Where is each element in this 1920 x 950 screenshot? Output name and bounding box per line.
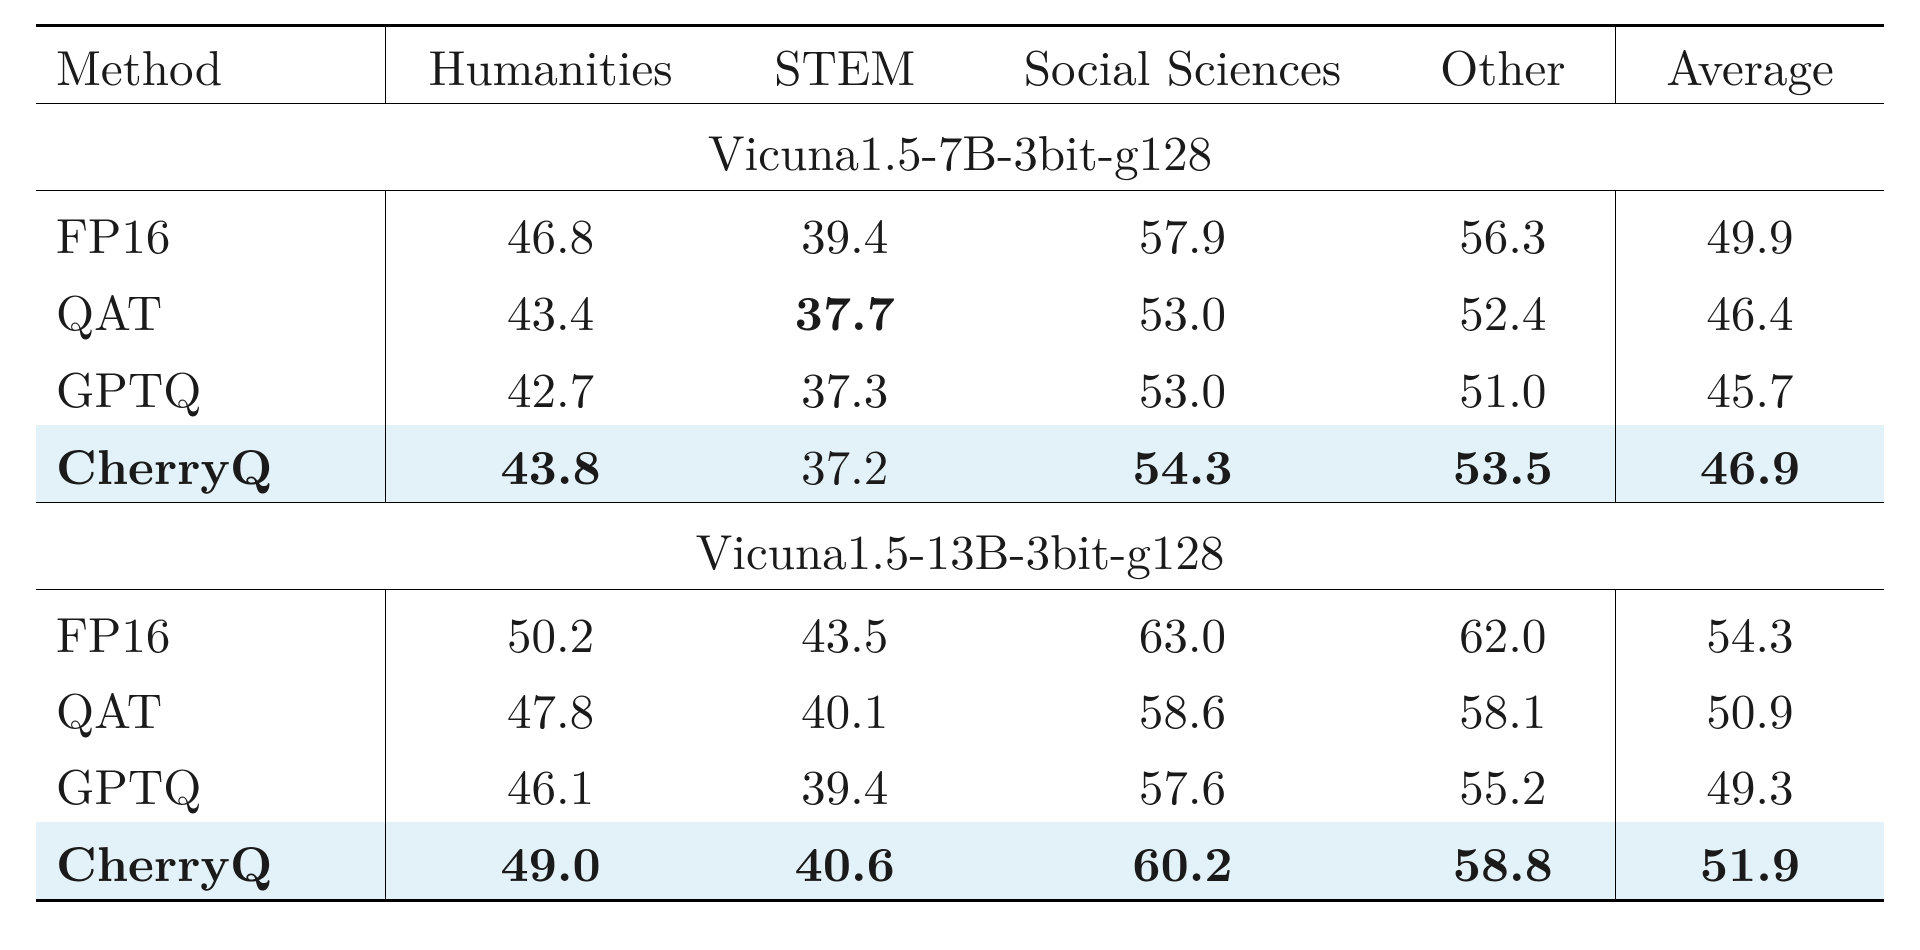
cell-stem: 37.7 bbox=[715, 271, 974, 348]
cell-soc: 57.9 bbox=[974, 191, 1390, 272]
cell-other: 56.3 bbox=[1391, 191, 1616, 272]
col-method: Method bbox=[36, 26, 386, 104]
cell-avg: 46.4 bbox=[1615, 271, 1884, 348]
col-soc: Social Sciences bbox=[974, 26, 1390, 104]
cell-humanities: 43.4 bbox=[386, 271, 716, 348]
table-row: FP1646.839.457.956.349.9 bbox=[36, 191, 1884, 272]
cell-soc: 53.0 bbox=[974, 349, 1390, 425]
table-row: CherryQ49.040.660.258.851.9 bbox=[36, 822, 1884, 900]
cell-humanities: 46.8 bbox=[386, 191, 716, 272]
cell-humanities: 49.0 bbox=[386, 822, 716, 900]
cell-stem: 39.4 bbox=[715, 191, 974, 272]
cell-avg: 49.3 bbox=[1615, 746, 1884, 822]
cell-humanities: 50.2 bbox=[386, 589, 716, 670]
cell-avg: 54.3 bbox=[1615, 589, 1884, 670]
table-row: QAT43.437.753.052.446.4 bbox=[36, 271, 1884, 348]
cell-humanities: 42.7 bbox=[386, 349, 716, 425]
cell-stem: 40.1 bbox=[715, 670, 974, 746]
col-humanities: Humanities bbox=[386, 26, 716, 104]
cell-avg: 51.9 bbox=[1615, 822, 1884, 900]
group-title: Vicuna1.5-13B-3bit-g128 bbox=[36, 502, 1884, 589]
cell-other: 52.4 bbox=[1391, 271, 1616, 348]
cell-method: FP16 bbox=[36, 589, 386, 670]
cell-stem: 39.4 bbox=[715, 746, 974, 822]
cell-method: CherryQ bbox=[36, 822, 386, 900]
cell-avg: 49.9 bbox=[1615, 191, 1884, 272]
cell-avg: 50.9 bbox=[1615, 670, 1884, 746]
cell-humanities: 46.1 bbox=[386, 746, 716, 822]
cell-humanities: 43.8 bbox=[386, 425, 716, 503]
results-table-body: Vicuna1.5-7B-3bit-g128FP1646.839.457.956… bbox=[36, 104, 1884, 900]
cell-soc: 63.0 bbox=[974, 589, 1390, 670]
cell-other: 62.0 bbox=[1391, 589, 1616, 670]
table-row: FP1650.243.563.062.054.3 bbox=[36, 589, 1884, 670]
cell-method: FP16 bbox=[36, 191, 386, 272]
header-row: Method Humanities STEM Social Sciences O… bbox=[36, 26, 1884, 104]
cell-other: 58.1 bbox=[1391, 670, 1616, 746]
group-header: Vicuna1.5-7B-3bit-g128 bbox=[36, 104, 1884, 191]
col-avg: Average bbox=[1615, 26, 1884, 104]
table-row: GPTQ46.139.457.655.249.3 bbox=[36, 746, 1884, 822]
cell-stem: 37.2 bbox=[715, 425, 974, 503]
cell-other: 51.0 bbox=[1391, 349, 1616, 425]
group-title: Vicuna1.5-7B-3bit-g128 bbox=[36, 104, 1884, 191]
results-table: Method Humanities STEM Social Sciences O… bbox=[36, 24, 1884, 902]
cell-method: GPTQ bbox=[36, 746, 386, 822]
results-table-wrapper: Method Humanities STEM Social Sciences O… bbox=[0, 0, 1920, 926]
cell-soc: 54.3 bbox=[974, 425, 1390, 503]
cell-soc: 58.6 bbox=[974, 670, 1390, 746]
cell-method: CherryQ bbox=[36, 425, 386, 503]
cell-avg: 45.7 bbox=[1615, 349, 1884, 425]
cell-method: QAT bbox=[36, 670, 386, 746]
col-other: Other bbox=[1391, 26, 1616, 104]
cell-soc: 57.6 bbox=[974, 746, 1390, 822]
cell-method: QAT bbox=[36, 271, 386, 348]
group-header: Vicuna1.5-13B-3bit-g128 bbox=[36, 502, 1884, 589]
table-row: QAT47.840.158.658.150.9 bbox=[36, 670, 1884, 746]
cell-humanities: 47.8 bbox=[386, 670, 716, 746]
cell-stem: 43.5 bbox=[715, 589, 974, 670]
cell-stem: 40.6 bbox=[715, 822, 974, 900]
cell-soc: 53.0 bbox=[974, 271, 1390, 348]
cell-other: 58.8 bbox=[1391, 822, 1616, 900]
table-row: GPTQ42.737.353.051.045.7 bbox=[36, 349, 1884, 425]
table-row: CherryQ43.837.254.353.546.9 bbox=[36, 425, 1884, 503]
cell-other: 55.2 bbox=[1391, 746, 1616, 822]
cell-method: GPTQ bbox=[36, 349, 386, 425]
cell-stem: 37.3 bbox=[715, 349, 974, 425]
cell-soc: 60.2 bbox=[974, 822, 1390, 900]
cell-avg: 46.9 bbox=[1615, 425, 1884, 503]
cell-other: 53.5 bbox=[1391, 425, 1616, 503]
col-stem: STEM bbox=[715, 26, 974, 104]
